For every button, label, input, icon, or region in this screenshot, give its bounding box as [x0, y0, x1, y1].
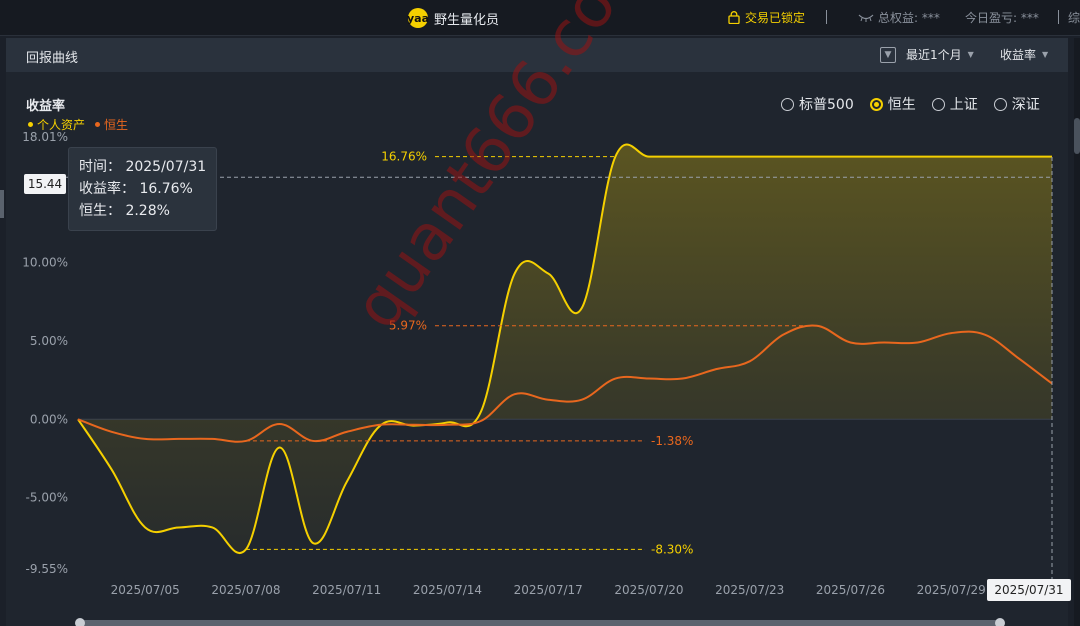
- y-tick-label: -9.55%: [26, 562, 68, 576]
- chevron-down-icon: ▼: [1042, 50, 1049, 59]
- x-tick-label: 2025/07/23: [715, 583, 784, 597]
- tooltip-time: 时间： 2025/07/31: [79, 159, 207, 175]
- y-tick-label: 5.00%: [30, 334, 68, 348]
- divider: [1058, 10, 1059, 24]
- radio-label: 恒生: [887, 97, 916, 113]
- truncated-label: 综: [1068, 11, 1080, 25]
- radio-label: 深证: [1011, 97, 1040, 113]
- divider: [826, 10, 827, 24]
- legend-item-hangseng[interactable]: 恒生: [95, 116, 128, 133]
- left-edge-handle: [0, 190, 4, 218]
- radio-label: 上证: [949, 97, 978, 113]
- total-equity[interactable]: 总权益: ***: [858, 9, 940, 26]
- chart-tooltip: 时间： 2025/07/31 收益率： 16.76% 恒生： 2.28%: [68, 147, 217, 231]
- annotation-label: -8.30%: [651, 542, 693, 556]
- trade-lock-status[interactable]: 交易已锁定: [728, 9, 805, 26]
- period-value: 最近1个月: [906, 48, 962, 62]
- benchmark-selector: 标普500 恒生 上证 深证: [781, 94, 1040, 114]
- brand[interactable]: yaa 野生量化员: [407, 8, 500, 28]
- legend-dot-icon: [28, 122, 33, 127]
- x-tick-label: 2025/07/05: [111, 583, 180, 597]
- radio-icon: [931, 97, 945, 111]
- hangseng-line: [77, 324, 1053, 443]
- radio-label: 标普500: [799, 97, 854, 113]
- scrollbar-thumb[interactable]: [1074, 118, 1080, 154]
- panel-title: 回报曲线: [26, 51, 79, 66]
- x-tick-label: 2025/07/20: [614, 583, 683, 597]
- legend-item-portfolio[interactable]: 个人资产: [28, 116, 85, 133]
- panel-header: 回报曲线 ▼ 最近1个月 ▼ 收益率 ▼: [6, 38, 1068, 72]
- annotation-label: 5.97%: [389, 319, 427, 333]
- eye-hidden-icon: [858, 14, 874, 22]
- metric-dropdown[interactable]: 收益率 ▼: [1000, 46, 1048, 63]
- x-tick-label: 2025/07/14: [413, 583, 482, 597]
- tooltip-return: 收益率： 16.76%: [79, 181, 193, 197]
- today-pnl: 今日盈亏: ***: [965, 11, 1039, 25]
- range-slider-end-handle[interactable]: [995, 618, 1005, 626]
- radio-icon: [993, 97, 1007, 111]
- x-tick-label: 2025/07/26: [816, 583, 885, 597]
- vertical-scrollbar[interactable]: [1074, 38, 1080, 626]
- chart-legend: 个人资产 恒生: [28, 116, 128, 133]
- annotation-label: 16.76%: [381, 150, 427, 164]
- chevron-down-icon: ▼: [967, 50, 974, 59]
- annotation-label: -1.38%: [651, 434, 693, 448]
- lock-label: 交易已锁定: [745, 11, 806, 25]
- range-slider-start-handle[interactable]: [75, 618, 85, 626]
- x-tick-label: 2025/07/17: [514, 583, 583, 597]
- radio-sp500[interactable]: 标普500: [781, 94, 854, 114]
- radio-icon: [781, 97, 794, 111]
- x-tick-label: 2025/07/11: [312, 583, 381, 597]
- period-dropdown[interactable]: ▼ 最近1个月 ▼: [880, 46, 974, 63]
- radio-hangseng[interactable]: 恒生: [869, 94, 916, 114]
- y-tick-label: 18.01%: [22, 130, 68, 144]
- radio-selected-icon: [869, 97, 883, 111]
- crosshair-y-label: 15.44: [24, 174, 66, 194]
- brand-name: 野生量化员: [434, 12, 500, 28]
- total-equity-label: 总权益: ***: [878, 11, 940, 25]
- chart-title: 收益率: [26, 99, 66, 114]
- crosshair-x-label: 2025/07/31: [987, 579, 1071, 601]
- range-slider-track[interactable]: [80, 620, 1000, 626]
- x-tick-label: 2025/07/08: [211, 583, 280, 597]
- download-icon[interactable]: ▼: [880, 46, 896, 63]
- x-tick-label: 2025/07/29: [917, 583, 986, 597]
- metric-value: 收益率: [1000, 48, 1037, 62]
- legend-dot-icon: [95, 122, 101, 127]
- lock-icon: [728, 11, 740, 24]
- tooltip-hangseng: 恒生： 2.28%: [79, 203, 170, 219]
- radio-shenzhen[interactable]: 深证: [993, 94, 1040, 114]
- top-bar: yaa 野生量化员 交易已锁定 总权益: *** 今日盈亏: *** 综: [0, 0, 1080, 36]
- radio-shanghai[interactable]: 上证: [931, 94, 978, 114]
- portfolio-area: [78, 144, 1052, 554]
- brand-logo-icon: yaa: [407, 8, 429, 28]
- legend-label: 恒生: [104, 118, 129, 132]
- y-tick-label: -5.00%: [26, 491, 68, 505]
- legend-label: 个人资产: [37, 118, 86, 132]
- y-tick-label: 0.00%: [30, 412, 68, 426]
- y-tick-label: 10.00%: [22, 256, 68, 270]
